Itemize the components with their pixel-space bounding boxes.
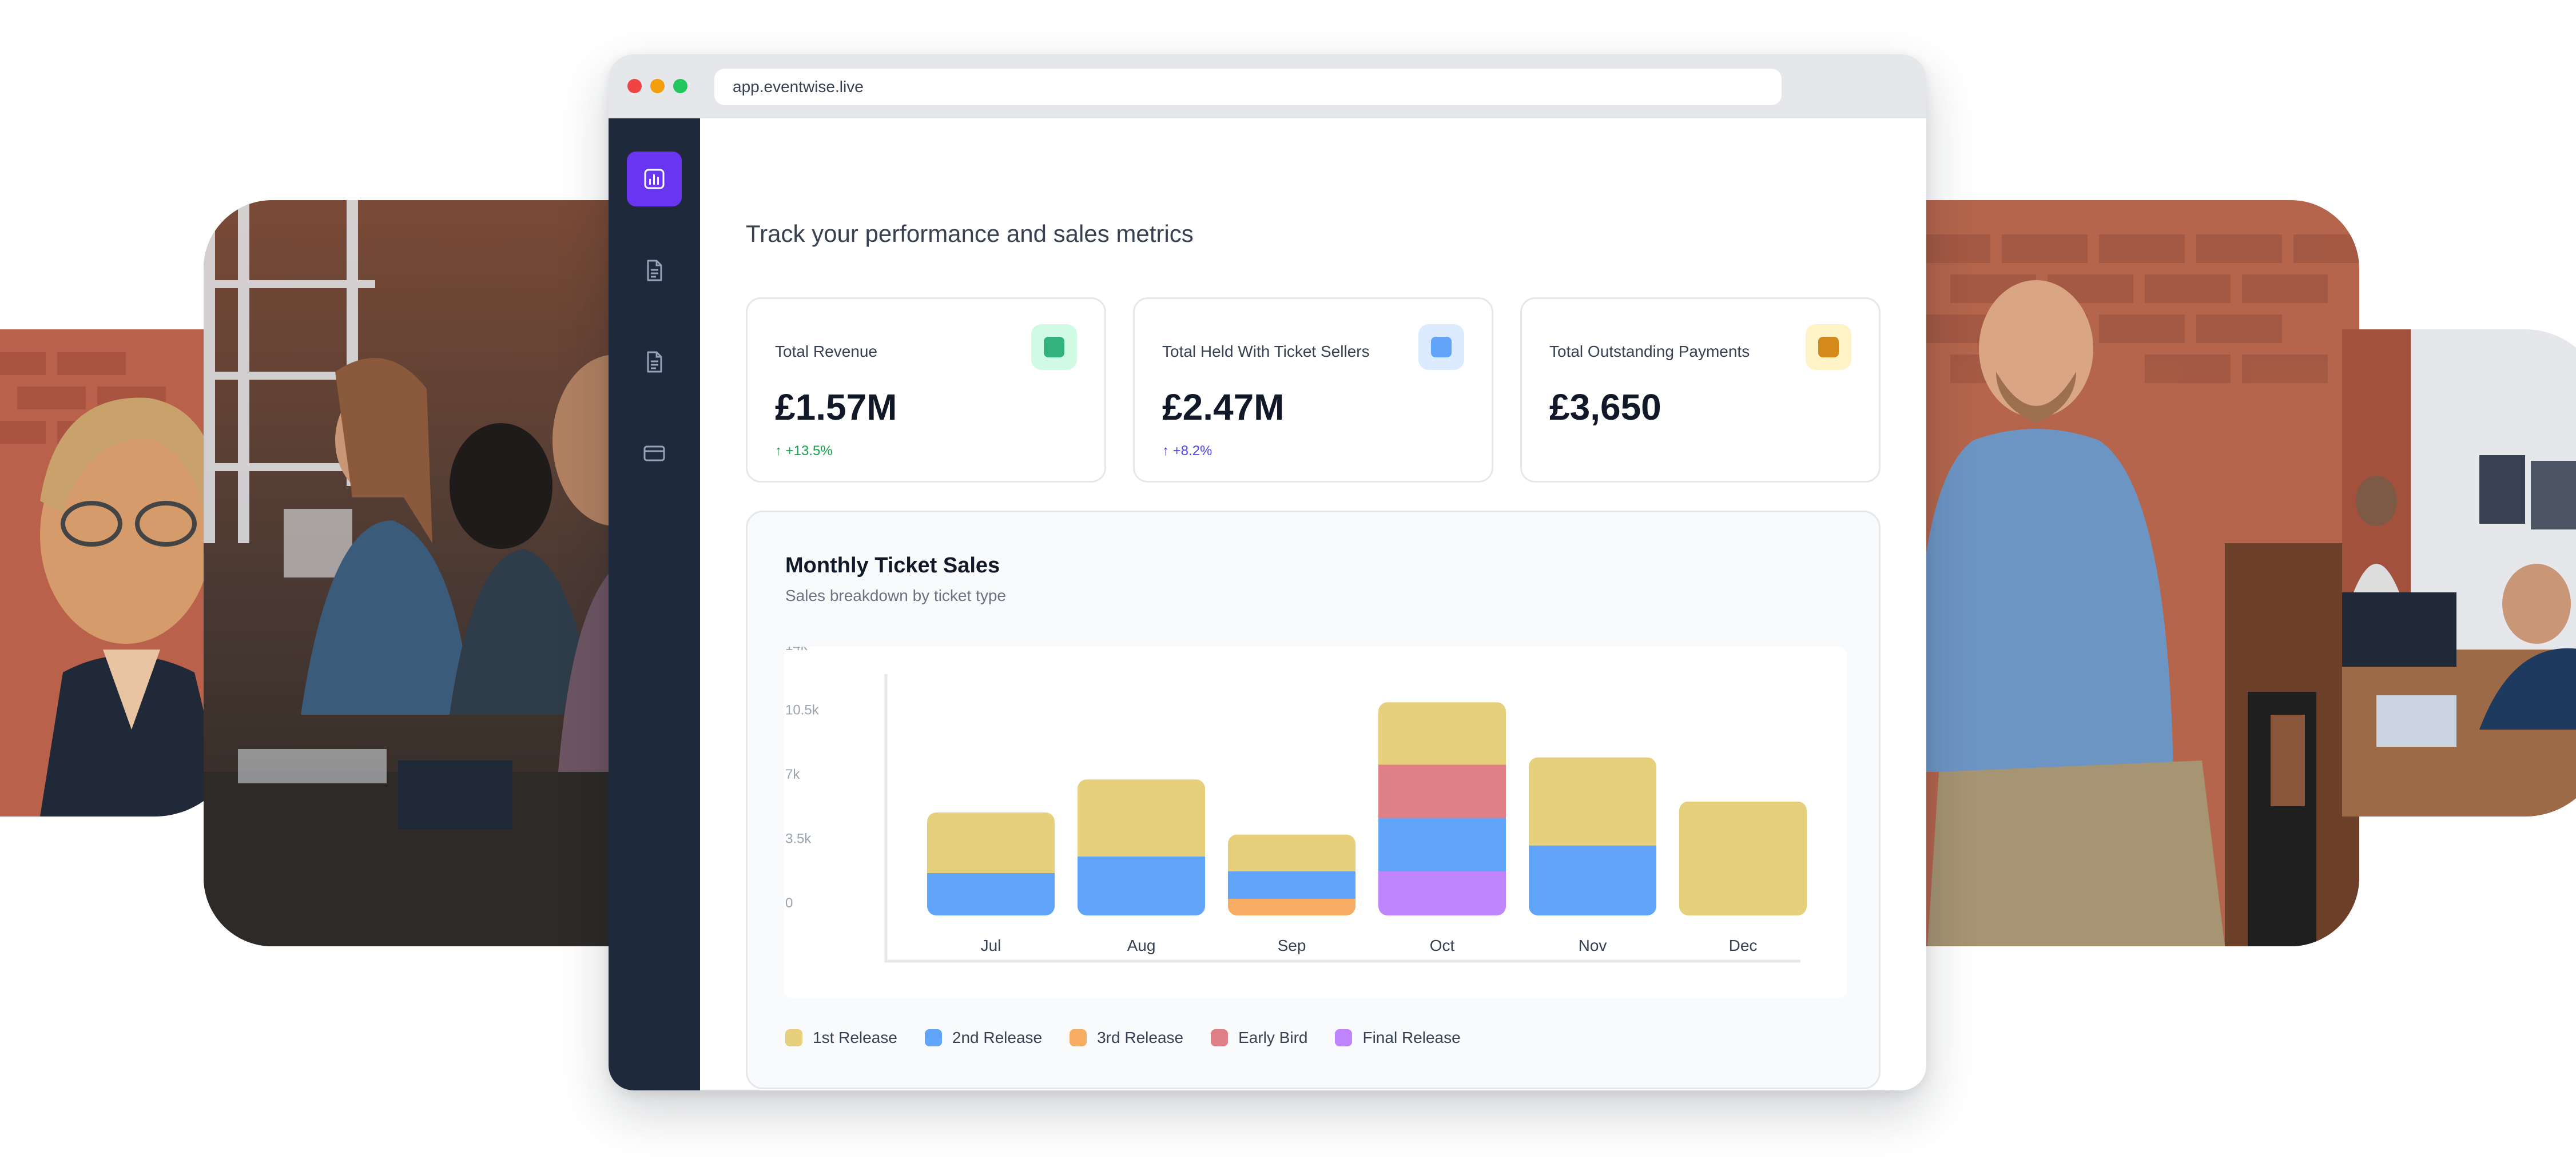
stat-value: £2.47M — [1162, 387, 1285, 428]
legend-swatch — [1070, 1029, 1087, 1046]
bar-base-mask — [1529, 915, 1656, 927]
bar-segment-1st-release[interactable] — [1228, 834, 1355, 871]
legend-swatch — [924, 1029, 942, 1046]
bar-stack-dec[interactable] — [1679, 801, 1807, 925]
stat-card-revenue: Total Revenue £1.57M ↑ +13.5% — [746, 297, 1106, 483]
page-title: Track your performance and sales metrics — [746, 220, 1194, 247]
monthly-sales-chart-panel: Monthly Ticket Sales Sales breakdown by … — [746, 511, 1881, 1089]
stat-label: Total Revenue — [775, 342, 878, 360]
stat-badge-icon — [1806, 324, 1851, 370]
legend-label: 2nd Release — [952, 1029, 1043, 1046]
bar-stack-sep[interactable] — [1228, 834, 1355, 925]
photo-office-workers — [2342, 329, 2576, 817]
legend-swatch — [785, 1029, 802, 1046]
bar-base-mask — [927, 915, 1055, 927]
legend-swatch — [1211, 1029, 1229, 1046]
legend-label: Early Bird — [1238, 1029, 1308, 1046]
maximize-window-button[interactable] — [673, 79, 687, 93]
stat-badge-icon — [1031, 324, 1077, 370]
bar-chart-icon — [644, 169, 665, 189]
sidebar-item-analytics[interactable] — [627, 152, 682, 206]
y-tick-label: 3.5k — [785, 831, 812, 847]
chart-area: 14k 10.5k 7k 3.5k 0 Jul Aug Sep Oct Nov Dec — [784, 647, 1847, 998]
stat-change: ↑ +8.2% — [1162, 443, 1213, 459]
bar-base-mask — [1679, 915, 1807, 927]
photo-smiling-man — [1905, 200, 2359, 946]
stat-value: £3,650 — [1549, 387, 1661, 428]
main-content: Track your performance and sales metrics… — [700, 118, 1926, 1090]
sidebar-item-documents[interactable] — [627, 243, 682, 298]
legend-label: 1st Release — [813, 1029, 897, 1046]
legend-item[interactable]: Final Release — [1335, 1029, 1461, 1047]
stat-label: Total Held With Ticket Sellers — [1162, 342, 1370, 360]
stat-label: Total Outstanding Payments — [1549, 342, 1750, 360]
bar-segment-2nd-release[interactable] — [1378, 808, 1506, 871]
bar-base-mask — [1078, 915, 1205, 927]
stat-card-held: Total Held With Ticket Sellers £2.47M ↑ … — [1133, 297, 1493, 483]
close-window-button[interactable] — [627, 79, 642, 93]
sidebar-item-payments[interactable] — [627, 426, 682, 481]
x-tick-label: Nov — [1579, 937, 1607, 954]
bar-segment-1st-release[interactable] — [927, 812, 1055, 873]
document-icon — [647, 351, 662, 373]
x-tick-label: Aug — [1127, 937, 1156, 954]
bar-stack-aug[interactable] — [1078, 779, 1205, 925]
bar-segment-early-bird[interactable] — [1378, 755, 1506, 818]
legend-item[interactable]: 2nd Release — [924, 1029, 1043, 1047]
bar-stack-jul[interactable] — [927, 812, 1055, 925]
stat-card-outstanding: Total Outstanding Payments £3,650 — [1520, 297, 1881, 483]
bar-stack-nov[interactable] — [1529, 757, 1656, 925]
photo-woman-glasses — [0, 329, 240, 817]
stat-badge-icon — [1418, 324, 1464, 370]
legend-swatch — [1335, 1029, 1353, 1046]
chart-legend: 1st Release 2nd Release 3rd Release Early B… — [785, 1029, 1461, 1047]
stacked-bar-chart: 14k 10.5k 7k 3.5k 0 Jul Aug Sep Oct Nov Dec — [785, 647, 1807, 963]
browser-window: app.eventwise.live — [609, 54, 1926, 1090]
y-tick-label: 14k — [785, 647, 808, 654]
minimize-window-button[interactable] — [650, 79, 665, 93]
photo-team-meeting — [204, 200, 673, 946]
y-tick-label: 7k — [785, 767, 800, 782]
x-tick-label: Sep — [1278, 937, 1306, 954]
bar-segment-1st-release[interactable] — [1679, 801, 1807, 925]
stat-value: £1.57M — [775, 387, 897, 428]
browser-titlebar: app.eventwise.live — [609, 54, 1926, 118]
bar-segment-2nd-release[interactable] — [1078, 847, 1205, 925]
y-tick-label: 0 — [785, 895, 793, 911]
document-icon — [647, 260, 662, 281]
address-bar[interactable]: app.eventwise.live — [714, 69, 1782, 105]
bar-segment-1st-release[interactable] — [1529, 757, 1656, 846]
legend-item[interactable]: Early Bird — [1211, 1029, 1307, 1047]
stat-change: ↑ +13.5% — [775, 443, 833, 459]
sidebar-item-reports[interactable] — [627, 334, 682, 389]
y-tick-label: 10.5k — [785, 703, 820, 718]
bar-segment-2nd-release[interactable] — [1529, 836, 1656, 925]
chart-axis — [884, 674, 1800, 963]
bar-stack-oct[interactable] — [1378, 702, 1506, 925]
legend-label: 3rd Release — [1097, 1029, 1184, 1046]
bar-segment-final-release[interactable] — [1378, 862, 1506, 925]
x-tick-label: Dec — [1729, 937, 1758, 954]
bar-segment-1st-release[interactable] — [1078, 779, 1205, 857]
bar-base-mask — [1228, 915, 1355, 927]
x-tick-label: Jul — [981, 937, 1001, 954]
credit-card-icon — [643, 445, 665, 461]
bar-base-mask — [1378, 915, 1506, 927]
legend-item[interactable]: 1st Release — [785, 1029, 897, 1047]
legend-item[interactable]: 3rd Release — [1070, 1029, 1183, 1047]
sidebar — [609, 118, 700, 1090]
x-tick-label: Oct — [1430, 937, 1455, 954]
legend-label: Final Release — [1362, 1029, 1461, 1046]
chart-subtitle: Sales breakdown by ticket type — [785, 587, 1006, 604]
chart-title: Monthly Ticket Sales — [785, 553, 1000, 577]
bar-segment-1st-release[interactable] — [1378, 702, 1506, 765]
